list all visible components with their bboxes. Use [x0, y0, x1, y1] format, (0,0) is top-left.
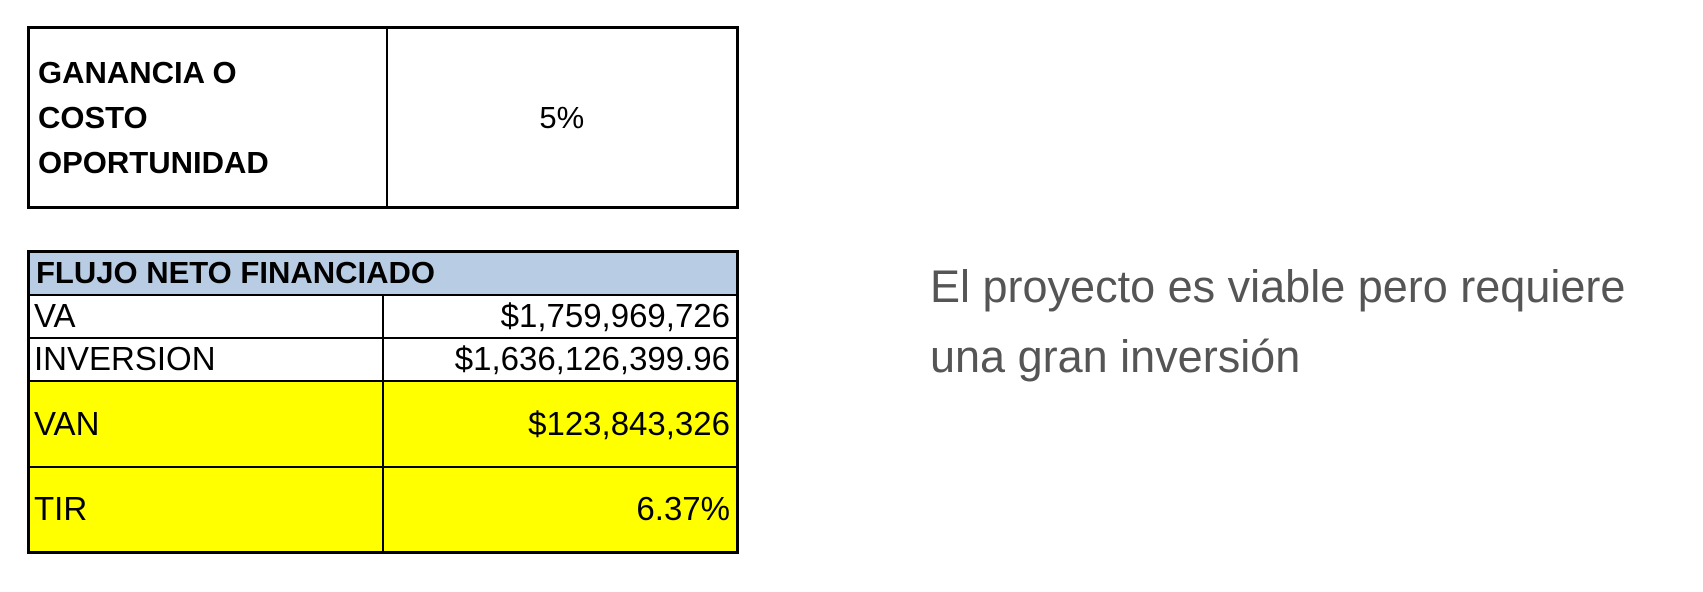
opportunity-cost-value: 5% — [385, 26, 739, 209]
va-label: VA — [27, 293, 384, 339]
inversion-value: $1,636,126,399.96 — [382, 336, 739, 382]
opportunity-cost-row: GANANCIA O COSTO OPORTUNIDAD 5% — [27, 26, 739, 209]
net-flow-header-row: FLUJO NETO FINANCIADO — [27, 250, 739, 296]
opportunity-cost-label-line: GANANCIA O — [38, 55, 237, 90]
opportunity-cost-label-line: OPORTUNIDAD — [38, 145, 269, 180]
tir-label: TIR — [27, 465, 384, 554]
van-label: VAN — [27, 379, 384, 468]
inversion-label: INVERSION — [27, 336, 384, 382]
net-flow-header: FLUJO NETO FINANCIADO — [27, 250, 739, 296]
opportunity-cost-label-line: COSTO — [38, 100, 148, 135]
net-flow-table: FLUJO NETO FINANCIADO VA $1,759,969,726 … — [27, 250, 739, 554]
opportunity-cost-label: GANANCIA O COSTO OPORTUNIDAD — [27, 26, 388, 209]
va-value: $1,759,969,726 — [382, 293, 739, 339]
opportunity-cost-table: GANANCIA O COSTO OPORTUNIDAD 5% — [27, 26, 739, 209]
van-value: $123,843,326 — [382, 379, 739, 468]
conclusion-note: El proyecto es viable pero requiere una … — [930, 261, 1626, 382]
table-row-van: VAN $123,843,326 — [27, 379, 739, 468]
table-row-va: VA $1,759,969,726 — [27, 293, 739, 339]
tir-value: 6.37% — [382, 465, 739, 554]
table-row-tir: TIR 6.37% — [27, 465, 739, 554]
table-row-inversion: INVERSION $1,636,126,399.96 — [27, 336, 739, 382]
